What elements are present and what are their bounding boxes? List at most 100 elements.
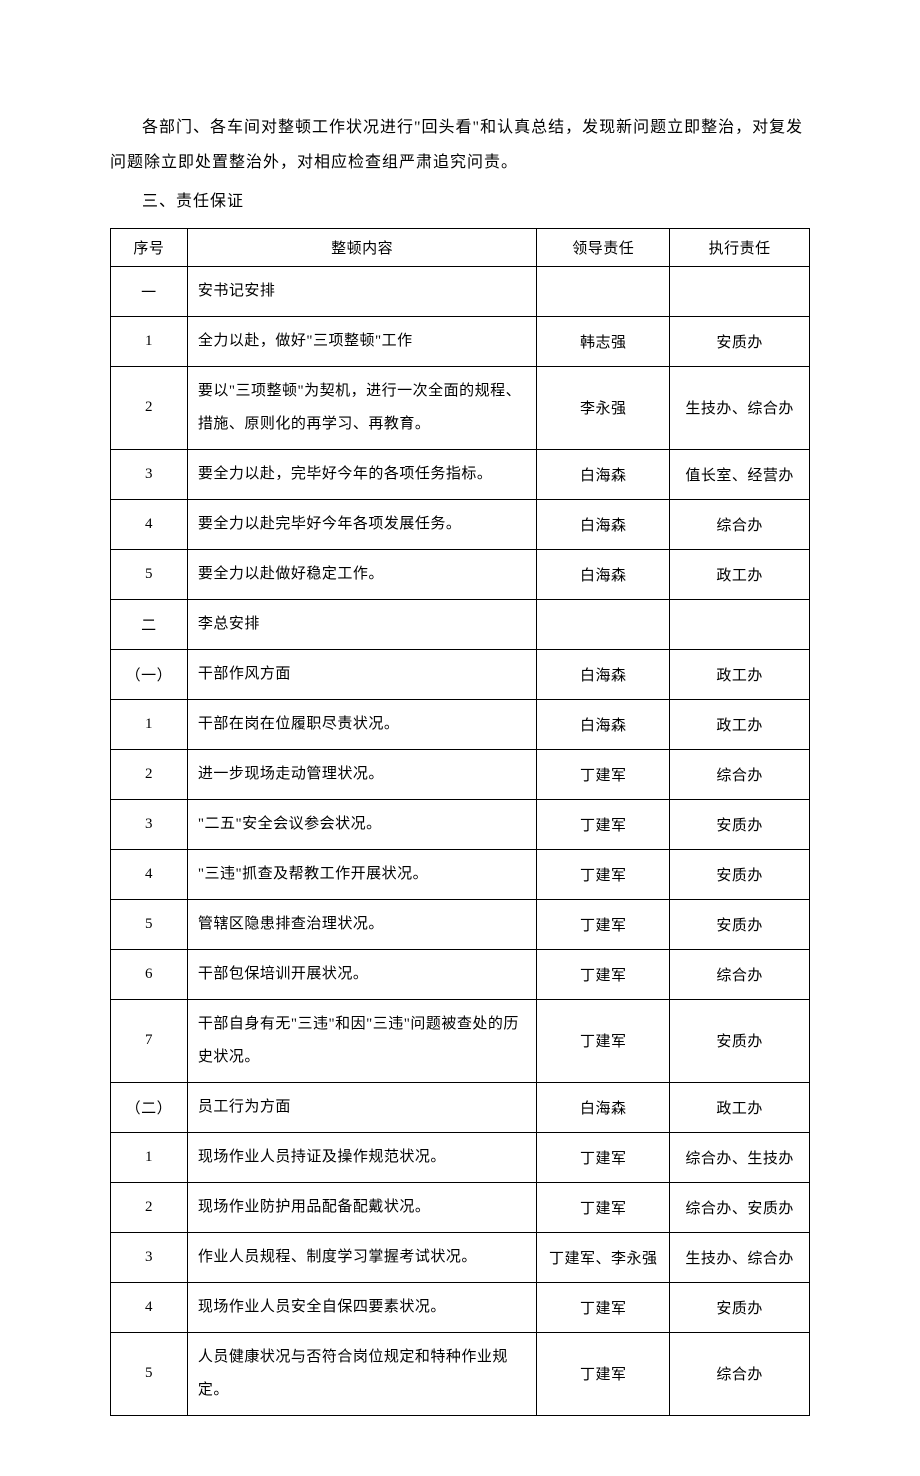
cell-seq: 1 — [111, 1132, 188, 1182]
cell-dept: 安质办 — [670, 849, 810, 899]
cell-content: 干部在岗在位履职尽责状况。 — [187, 699, 537, 749]
cell-dept: 政工办 — [670, 1082, 810, 1132]
cell-content: 全力以赴，做好"三项整顿"工作 — [187, 316, 537, 366]
cell-leader: 丁建军 — [537, 1132, 670, 1182]
table-body: 一安书记安排1全力以赴，做好"三项整顿"工作韩志强安质办2要以"三项整顿"为契机… — [111, 266, 810, 1415]
table-row: 2进一步现场走动管理状况。丁建军综合办 — [111, 749, 810, 799]
cell-dept — [670, 599, 810, 649]
cell-leader — [537, 599, 670, 649]
cell-dept: 生技办、综合办 — [670, 1232, 810, 1282]
cell-seq: 2 — [111, 366, 188, 449]
cell-leader — [537, 266, 670, 316]
table-row: （二）员工行为方面白海森政工办 — [111, 1082, 810, 1132]
cell-seq: 1 — [111, 699, 188, 749]
header-dept: 执行责任 — [670, 228, 810, 266]
cell-leader: 丁建军 — [537, 849, 670, 899]
cell-seq: 3 — [111, 1232, 188, 1282]
cell-dept: 安质办 — [670, 316, 810, 366]
table-row: 1干部在岗在位履职尽责状况。白海森政工办 — [111, 699, 810, 749]
table-row: 2要以"三项整顿"为契机，进行一次全面的规程、措施、原则化的再学习、再教育。李永… — [111, 366, 810, 449]
table-row: 5管辖区隐患排查治理状况。丁建军安质办 — [111, 899, 810, 949]
cell-leader: 白海森 — [537, 1082, 670, 1132]
table-row: 3要全力以赴，完毕好今年的各项任务指标。白海森值长室、经营办 — [111, 449, 810, 499]
cell-content: 干部自身有无"三违"和因"三违"问题被查处的历史状况。 — [187, 999, 537, 1082]
cell-content: 干部作风方面 — [187, 649, 537, 699]
cell-seq: 一 — [111, 266, 188, 316]
table-row: 4"三违"抓查及帮教工作开展状况。丁建军安质办 — [111, 849, 810, 899]
cell-seq: 1 — [111, 316, 188, 366]
cell-content: 干部包保培训开展状况。 — [187, 949, 537, 999]
cell-dept: 综合办 — [670, 1332, 810, 1415]
cell-content: 现场作业人员持证及操作规范状况。 — [187, 1132, 537, 1182]
cell-seq: 2 — [111, 1182, 188, 1232]
cell-leader: 白海森 — [537, 449, 670, 499]
cell-seq: 3 — [111, 799, 188, 849]
cell-content: 安书记安排 — [187, 266, 537, 316]
table-row: 1现场作业人员持证及操作规范状况。丁建军综合办、生技办 — [111, 1132, 810, 1182]
table-row: 3"二五"安全会议参会状况。丁建军安质办 — [111, 799, 810, 849]
header-seq: 序号 — [111, 228, 188, 266]
cell-dept: 综合办、安质办 — [670, 1182, 810, 1232]
cell-leader: 白海森 — [537, 549, 670, 599]
cell-leader: 白海森 — [537, 649, 670, 699]
header-leader: 领导责任 — [537, 228, 670, 266]
cell-content: 管辖区隐患排查治理状况。 — [187, 899, 537, 949]
table-row: 2现场作业防护用品配备配戴状况。丁建军综合办、安质办 — [111, 1182, 810, 1232]
cell-dept: 综合办 — [670, 499, 810, 549]
table-row: 5要全力以赴做好稳定工作。白海森政工办 — [111, 549, 810, 599]
table-row: 7干部自身有无"三违"和因"三违"问题被查处的历史状况。丁建军安质办 — [111, 999, 810, 1082]
cell-content: 现场作业防护用品配备配戴状况。 — [187, 1182, 537, 1232]
cell-seq: （一） — [111, 649, 188, 699]
cell-dept — [670, 266, 810, 316]
cell-seq: 7 — [111, 999, 188, 1082]
cell-content: 作业人员规程、制度学习掌握考试状况。 — [187, 1232, 537, 1282]
cell-leader: 丁建军 — [537, 1332, 670, 1415]
cell-content: "二五"安全会议参会状况。 — [187, 799, 537, 849]
cell-leader: 李永强 — [537, 366, 670, 449]
cell-dept: 安质办 — [670, 899, 810, 949]
table-row: 6干部包保培训开展状况。丁建军综合办 — [111, 949, 810, 999]
cell-content: 李总安排 — [187, 599, 537, 649]
table-row: （一）干部作风方面白海森政工办 — [111, 649, 810, 699]
responsibility-table: 序号 整顿内容 领导责任 执行责任 一安书记安排1全力以赴，做好"三项整顿"工作… — [110, 228, 810, 1416]
cell-dept: 政工办 — [670, 699, 810, 749]
cell-seq: 4 — [111, 849, 188, 899]
cell-dept: 综合办 — [670, 949, 810, 999]
table-row: 3作业人员规程、制度学习掌握考试状况。丁建军、李永强生技办、综合办 — [111, 1232, 810, 1282]
cell-leader: 丁建军 — [537, 749, 670, 799]
cell-content: "三违"抓查及帮教工作开展状况。 — [187, 849, 537, 899]
cell-content: 要全力以赴完毕好今年各项发展任务。 — [187, 499, 537, 549]
cell-dept: 综合办、生技办 — [670, 1132, 810, 1182]
cell-seq: 4 — [111, 1282, 188, 1332]
table-row: 1全力以赴，做好"三项整顿"工作韩志强安质办 — [111, 316, 810, 366]
table-row: 4要全力以赴完毕好今年各项发展任务。白海森综合办 — [111, 499, 810, 549]
cell-content: 现场作业人员安全自保四要素状况。 — [187, 1282, 537, 1332]
cell-leader: 丁建军 — [537, 899, 670, 949]
table-header-row: 序号 整顿内容 领导责任 执行责任 — [111, 228, 810, 266]
section-title: 三、责任保证 — [110, 184, 810, 219]
table-row: 二李总安排 — [111, 599, 810, 649]
cell-leader: 白海森 — [537, 499, 670, 549]
cell-leader: 白海森 — [537, 699, 670, 749]
cell-leader: 韩志强 — [537, 316, 670, 366]
cell-leader: 丁建军 — [537, 1182, 670, 1232]
cell-seq: 二 — [111, 599, 188, 649]
cell-leader: 丁建军、李永强 — [537, 1232, 670, 1282]
cell-content: 进一步现场走动管理状况。 — [187, 749, 537, 799]
header-content: 整顿内容 — [187, 228, 537, 266]
intro-paragraph: 各部门、各车间对整顿工作状况进行"回头看"和认真总结，发现新问题立即整治，对复发… — [110, 110, 810, 180]
cell-seq: 5 — [111, 899, 188, 949]
cell-content: 要全力以赴，完毕好今年的各项任务指标。 — [187, 449, 537, 499]
table-row: 4现场作业人员安全自保四要素状况。丁建军安质办 — [111, 1282, 810, 1332]
cell-leader: 丁建军 — [537, 1282, 670, 1332]
cell-seq: 3 — [111, 449, 188, 499]
cell-dept: 生技办、综合办 — [670, 366, 810, 449]
cell-content: 员工行为方面 — [187, 1082, 537, 1132]
cell-seq: 5 — [111, 1332, 188, 1415]
cell-dept: 政工办 — [670, 549, 810, 599]
cell-dept: 安质办 — [670, 999, 810, 1082]
cell-content: 要全力以赴做好稳定工作。 — [187, 549, 537, 599]
cell-dept: 综合办 — [670, 749, 810, 799]
cell-dept: 值长室、经营办 — [670, 449, 810, 499]
cell-dept: 安质办 — [670, 799, 810, 849]
